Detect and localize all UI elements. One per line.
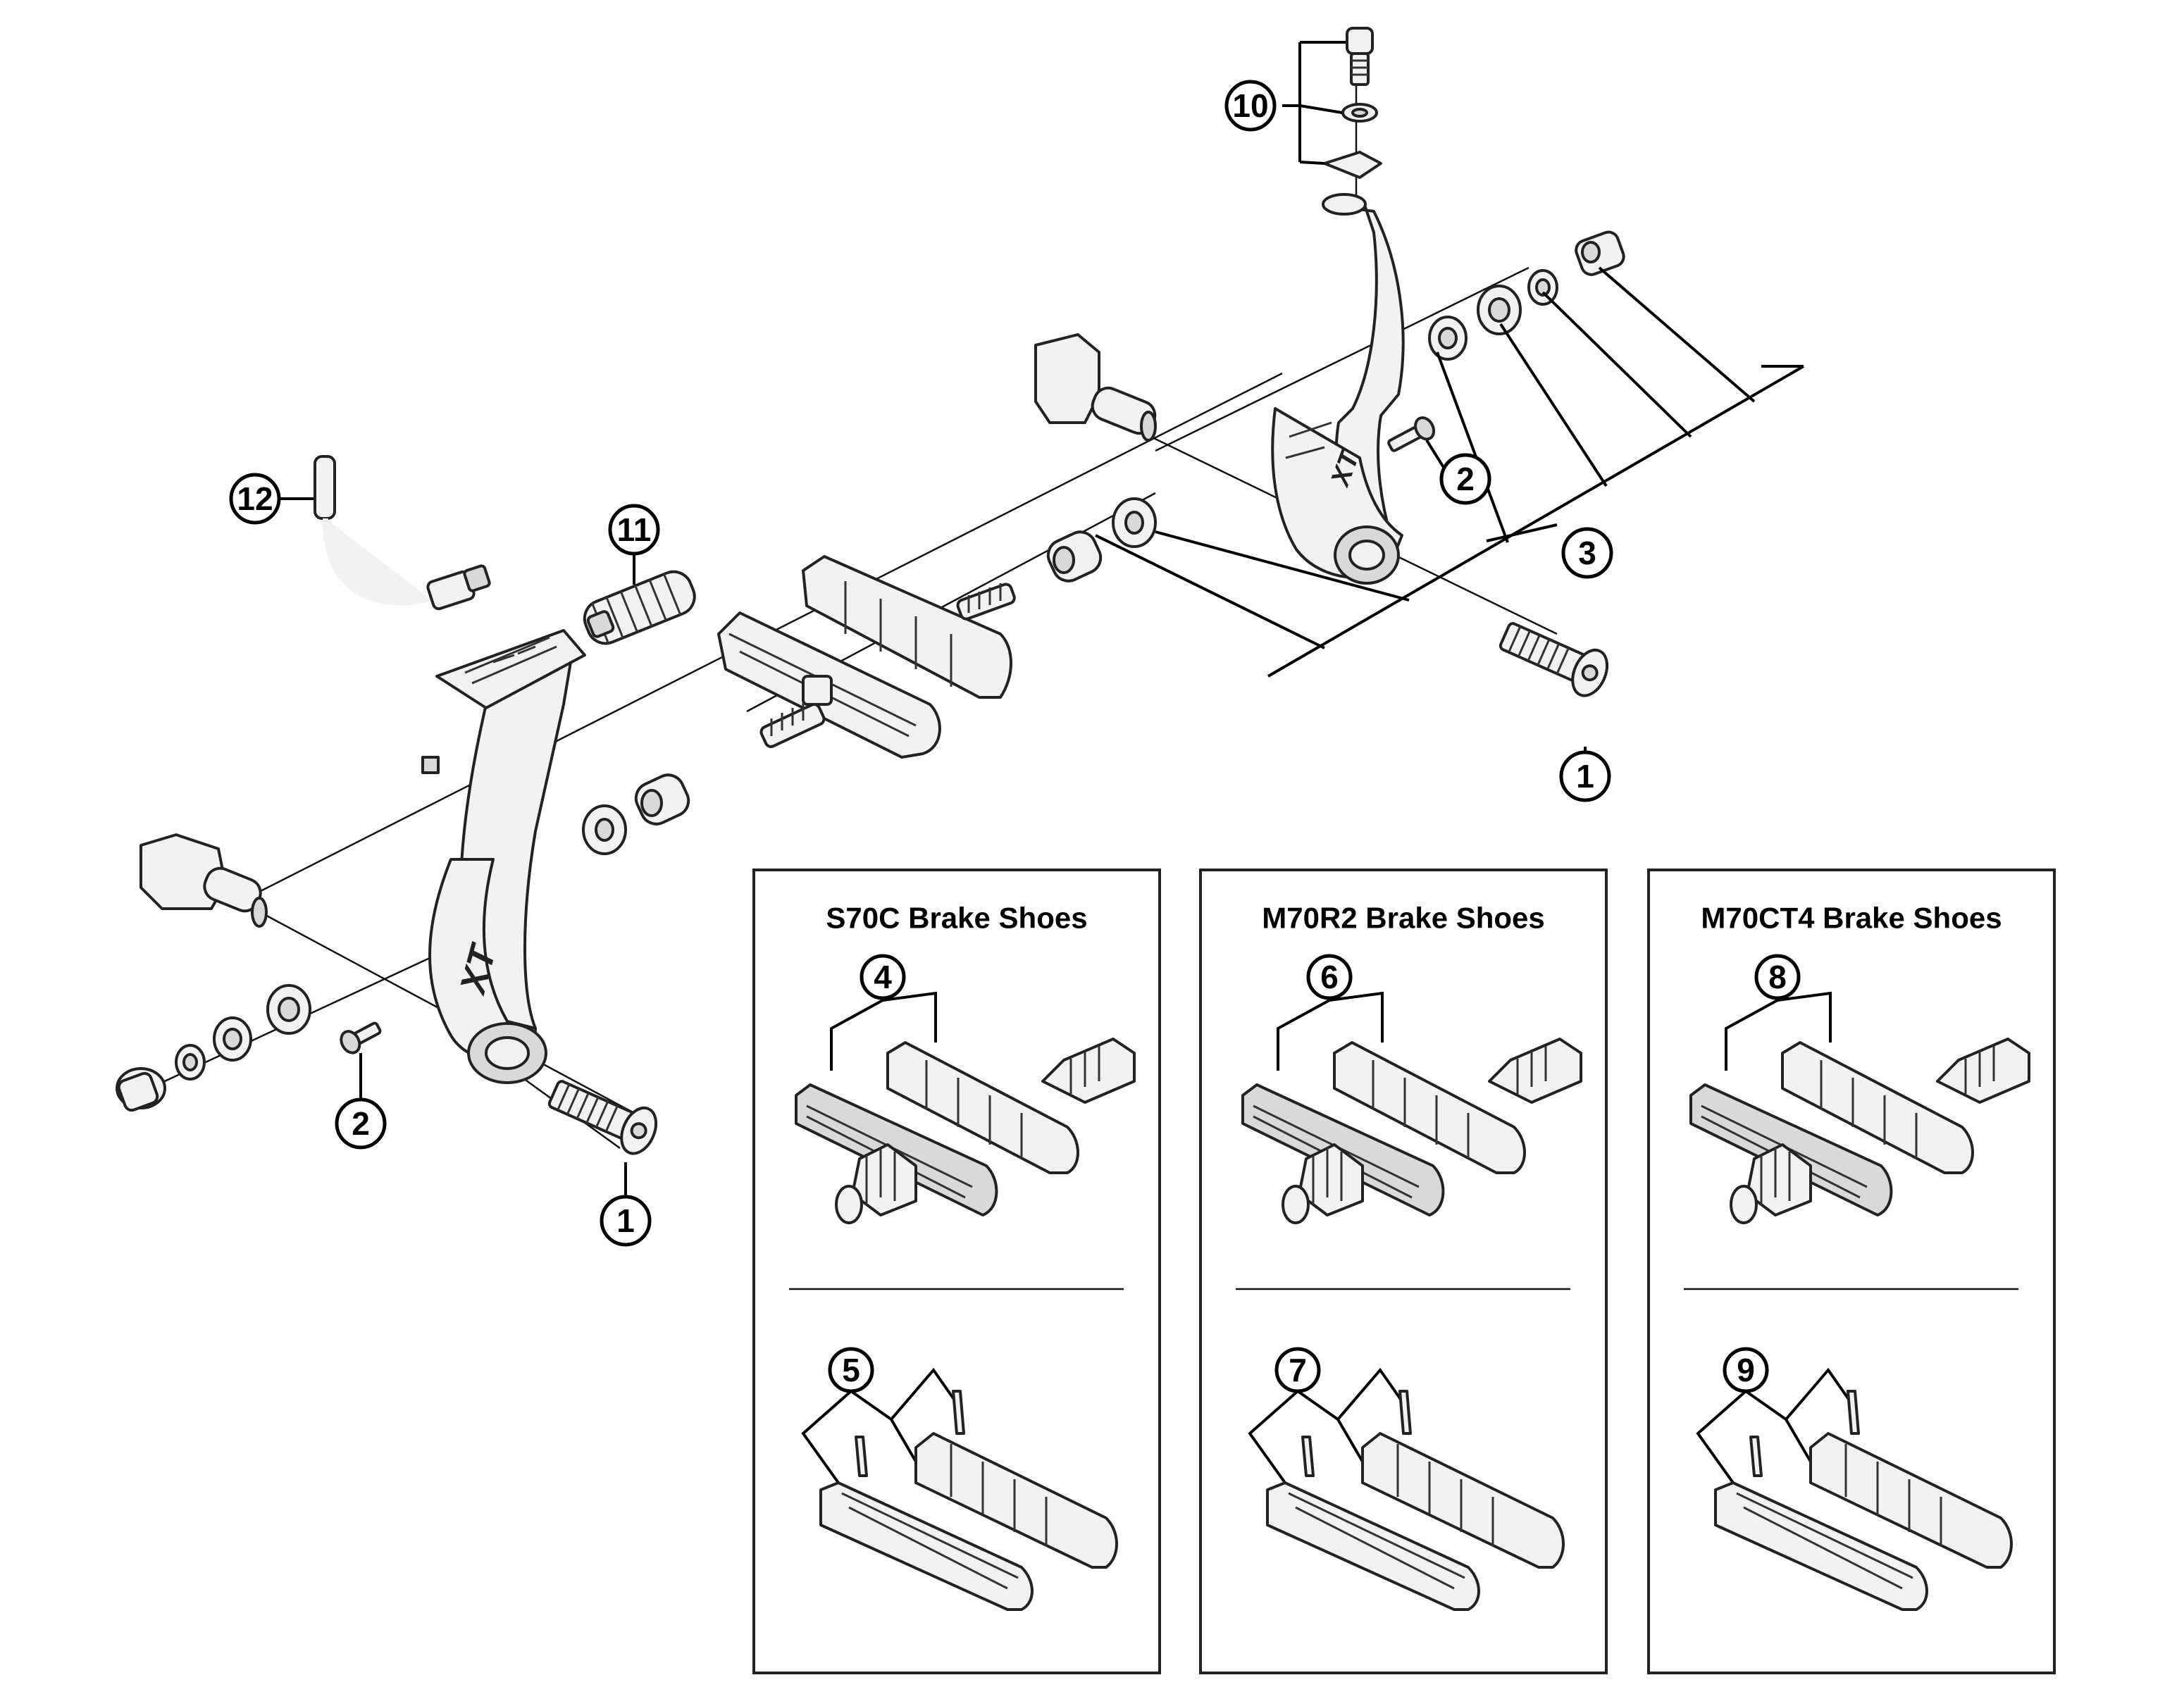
panel-title-m70ct4: M70CT4 Brake Shoes [1701, 902, 2002, 935]
right-top-mount-screw-set [1323, 27, 1382, 179]
callout-4: 4 [860, 954, 906, 1000]
panel-title-s70c: S70C Brake Shoes [826, 902, 1087, 935]
callout-11: 11 [608, 504, 660, 556]
svg-text:5: 5 [842, 1352, 860, 1388]
callout-3: 3 [1561, 527, 1613, 579]
callout-5: 5 [828, 1347, 874, 1393]
svg-text:11: 11 [617, 511, 652, 548]
right-tension-screw [1387, 416, 1436, 452]
panel-m70r2: M70R2 Brake Shoes 6 7 [1199, 869, 1608, 1674]
callout-7: 7 [1274, 1347, 1321, 1393]
callout-1-left: 1 [600, 1195, 652, 1247]
svg-text:3: 3 [1578, 535, 1596, 571]
callout-1-right: 1 [1559, 750, 1611, 802]
right-pivot-bolt [1499, 622, 1609, 697]
cable-lead-pipe [314, 455, 491, 611]
left-shoe-washers [582, 773, 690, 855]
right-pivot-hardware [1428, 230, 1625, 361]
callout-12: 12 [229, 473, 281, 525]
callout-10: 10 [1224, 80, 1277, 132]
return-spring [583, 570, 696, 645]
svg-text:4: 4 [874, 959, 892, 995]
callout-2-right: 2 [1439, 453, 1491, 505]
svg-text:1: 1 [1576, 758, 1594, 795]
callout-2-left: 2 [335, 1097, 387, 1150]
svg-text:1: 1 [616, 1202, 635, 1239]
center-shoe-washers [1046, 497, 1157, 583]
panel-m70ct4: M70CT4 Brake Shoes 8 9 [1647, 869, 2056, 1674]
left-frame-boss [139, 833, 268, 928]
svg-text:2: 2 [1456, 461, 1475, 497]
right-frame-boss [1034, 333, 1157, 442]
svg-text:8: 8 [1768, 959, 1787, 995]
center-brake-shoe-upper [802, 555, 1016, 699]
panel-s70c: S70C Brake Shoes 4 5 [752, 869, 1161, 1674]
svg-text:7: 7 [1289, 1352, 1307, 1388]
svg-text:6: 6 [1320, 959, 1339, 995]
center-brake-shoe-lower [717, 611, 941, 759]
left-brake-arm: XT [421, 629, 586, 1084]
leader-lines [278, 41, 1805, 1197]
panel-title-m70r2: M70R2 Brake Shoes [1262, 902, 1545, 935]
left-pivot-bolt [547, 1080, 658, 1155]
left-tension-screw [340, 1021, 382, 1054]
svg-text:12: 12 [237, 480, 273, 517]
right-brake-arm: XT [1271, 193, 1405, 585]
left-pivot-hardware [116, 984, 311, 1112]
svg-text:2: 2 [352, 1105, 370, 1142]
callout-9: 9 [1723, 1347, 1769, 1393]
callout-6: 6 [1306, 954, 1353, 1000]
svg-text:10: 10 [1232, 87, 1268, 124]
callout-8: 8 [1754, 954, 1801, 1000]
svg-text:9: 9 [1737, 1352, 1755, 1388]
